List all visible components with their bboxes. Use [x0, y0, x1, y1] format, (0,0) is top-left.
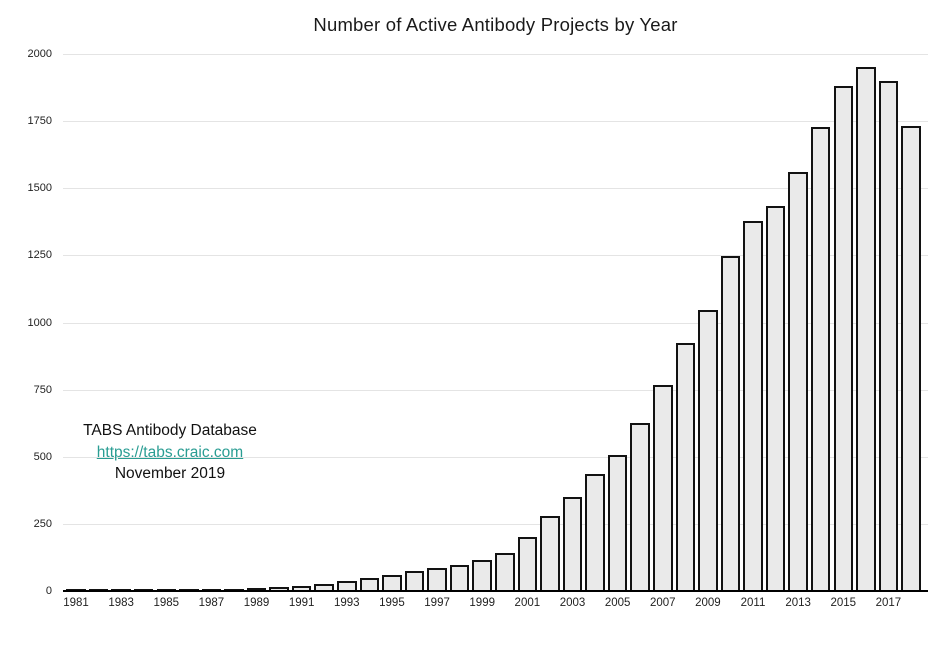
x-tick-label-2005: 2005 — [604, 597, 631, 609]
bar-1997 — [427, 567, 447, 591]
y-tick-label-2000: 2000 — [27, 48, 52, 60]
x-tick-label-1991: 1991 — [288, 597, 315, 609]
gridline-500 — [63, 456, 928, 458]
plot-area — [63, 54, 928, 592]
bar-1989 — [246, 587, 267, 591]
y-tick-label-1000: 1000 — [27, 316, 52, 329]
tabs-link[interactable]: https://tabs.craic.com — [96, 443, 244, 461]
x-tick-label-1983: 1983 — [108, 597, 134, 609]
y-tick-label-1750: 1750 — [27, 115, 52, 128]
x-tick-label-1985: 1985 — [153, 597, 180, 609]
x-tick-label-1987: 1987 — [198, 597, 225, 609]
bar-2011 — [743, 221, 763, 591]
bar-2015 — [833, 86, 854, 591]
bar-2008 — [675, 343, 696, 591]
bar-2013 — [788, 172, 808, 591]
bar-1988 — [224, 588, 244, 591]
bar-2004 — [585, 473, 605, 591]
annotation-link-row: https://tabs.craic.com — [40, 442, 300, 464]
bar-1995 — [382, 574, 402, 591]
x-tick-label-1981: 1981 — [63, 597, 89, 609]
x-tick-label-1999: 1999 — [469, 597, 495, 609]
x-tick-label-2003: 2003 — [559, 597, 586, 609]
bar-2010 — [720, 255, 741, 591]
bar-2003 — [562, 497, 583, 591]
x-tick-label-2017: 2017 — [875, 597, 902, 609]
bar-2017 — [878, 80, 899, 591]
x-tick-label-1997: 1997 — [424, 597, 450, 609]
y-tick-label-0: 0 — [45, 585, 52, 597]
x-tick-label-2001: 2001 — [514, 597, 541, 609]
annotation-date: November 2019 — [114, 465, 226, 482]
y-tick-label-1250: 1250 — [27, 249, 52, 262]
chart-title: Number of Active Antibody Projects by Ye… — [313, 14, 678, 35]
gridline-2000 — [63, 54, 928, 55]
x-tick-label-2013: 2013 — [785, 597, 811, 609]
annotation-database-name: TABS Antibody Database — [83, 422, 257, 439]
bar-2018 — [901, 125, 921, 591]
bar-1998 — [449, 564, 470, 591]
x-tick-label-1995: 1995 — [379, 597, 405, 609]
x-tick-label-2011: 2011 — [740, 597, 766, 609]
x-tick-label-2015: 2015 — [830, 597, 857, 609]
bar-2009 — [698, 309, 718, 591]
bar-1990 — [269, 586, 289, 591]
bar-2001 — [517, 537, 538, 591]
gridline-1250 — [63, 255, 928, 257]
annotation-block: TABS Antibody Database https://tabs.crai… — [40, 420, 300, 485]
y-tick-label-750: 750 — [33, 383, 52, 396]
bar-1994 — [359, 578, 380, 591]
y-tick-label-250: 250 — [33, 517, 52, 530]
bar-1992 — [314, 584, 334, 591]
bar-2012 — [765, 206, 786, 591]
bar-2014 — [810, 127, 831, 591]
bar-1999 — [472, 559, 492, 591]
gridline-1750 — [63, 121, 928, 123]
x-tick-label-1993: 1993 — [334, 597, 360, 609]
bar-1991 — [291, 585, 312, 591]
x-tick-label-2007: 2007 — [649, 597, 676, 609]
gridline-1000 — [63, 322, 928, 324]
y-tick-label-1500: 1500 — [27, 182, 52, 195]
bar-2006 — [630, 422, 650, 591]
gridline-250 — [63, 523, 928, 525]
gridline-1500 — [63, 188, 928, 190]
y-tick-label-500: 500 — [33, 450, 52, 463]
bar-1996 — [404, 570, 425, 591]
x-tick-label-1989: 1989 — [243, 597, 270, 609]
x-axis-line — [63, 590, 928, 592]
bar-2016 — [856, 67, 876, 591]
bar-2002 — [540, 516, 560, 591]
bar-2000 — [495, 553, 515, 591]
x-tick-label-2009: 2009 — [695, 597, 721, 609]
bar-1993 — [337, 580, 357, 591]
bar-2007 — [653, 385, 673, 591]
bar-2005 — [607, 455, 628, 591]
gridline-750 — [63, 389, 928, 391]
